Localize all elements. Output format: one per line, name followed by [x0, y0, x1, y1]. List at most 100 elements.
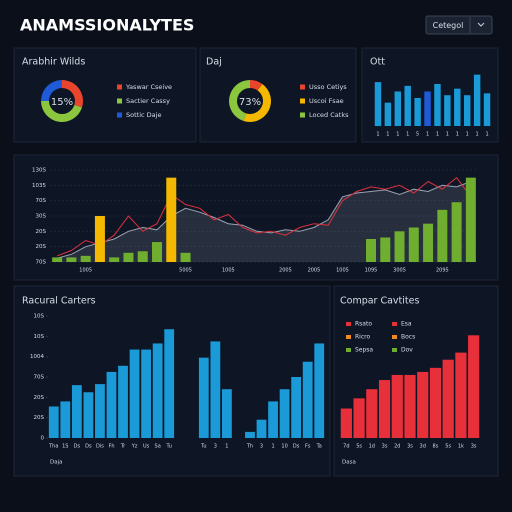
x-tick-label: 5: [416, 132, 419, 138]
x-tick-label: 1: [271, 444, 274, 450]
x-axis-label: Daja: [50, 460, 63, 466]
x-tick-label: 3005: [393, 268, 406, 274]
x-tick-label: 1: [485, 132, 488, 138]
y-tick-label: 1004: [30, 354, 44, 360]
bar: [291, 377, 302, 438]
bar: [414, 98, 421, 126]
bar: [434, 84, 441, 126]
x-tick-label: 1: [406, 132, 409, 138]
x-tick-label: 1005: [336, 268, 349, 274]
bar: [71, 385, 82, 438]
x-tick-label: 3s: [407, 444, 413, 450]
legend-swatch: [392, 335, 397, 339]
x-tick-label: Dis: [96, 444, 104, 450]
legend-label: Yaswar Cseive: [125, 83, 172, 91]
legend-swatch: [300, 112, 305, 118]
x-tick-label: 1005: [79, 268, 92, 274]
bar: [279, 389, 290, 438]
y-tick-label: 20S: [36, 229, 47, 235]
legend-swatch: [346, 335, 351, 339]
x-tick-label: Yz: [131, 444, 138, 450]
bar: [429, 367, 442, 438]
x-tick-label: 1095: [365, 268, 378, 274]
donut-segment: [41, 101, 82, 122]
legend-swatch: [117, 84, 122, 90]
legend-label: Esa: [401, 321, 412, 328]
bar: [463, 95, 471, 126]
bar: [52, 257, 63, 262]
x-tick-label: Fh: [108, 444, 114, 450]
y-tick-label: 20S: [36, 244, 47, 250]
panel: [199, 47, 357, 143]
legend-label: Rsato: [355, 321, 372, 328]
legend-swatch: [117, 98, 122, 104]
x-tick-label: 2005: [279, 268, 292, 274]
x-tick-label: 1005: [222, 268, 235, 274]
x-tick-label: 3: [214, 444, 217, 450]
legend-swatch: [346, 322, 351, 326]
bar: [48, 406, 59, 438]
legend-label: Uscoi Fsae: [309, 97, 344, 105]
x-tick-label: 1: [476, 132, 479, 138]
donut-segment: [243, 84, 271, 122]
bar: [221, 389, 232, 438]
chevron-icon[interactable]: [477, 22, 485, 27]
bar: [198, 357, 209, 438]
bar: [166, 177, 177, 262]
x-tick-label: Tr: [120, 444, 126, 450]
legend-swatch: [392, 322, 397, 326]
x-tick-label: 1: [426, 132, 429, 138]
x-tick-label: 7d: [343, 444, 349, 450]
x-tick-label: 2d: [394, 444, 400, 450]
bar: [384, 102, 392, 126]
donut-segment: [250, 80, 263, 91]
bar: [391, 374, 403, 438]
donut-center-label: 73%: [239, 97, 261, 108]
y-tick-label: 70S: [34, 375, 45, 381]
bar: [245, 431, 255, 438]
x-tick-label: Fs: [305, 444, 311, 450]
legend-label: Sepsa: [355, 347, 373, 354]
bar: [465, 177, 476, 262]
x-tick-label: Ta: [316, 444, 322, 450]
y-tick-label: 20S: [34, 395, 45, 401]
bar: [394, 231, 405, 262]
panel-title: Arabhir Wilds: [22, 57, 85, 68]
y-tick-label: 10S: [34, 334, 45, 340]
donut-segment: [229, 80, 250, 121]
x-tick-label: 3s: [471, 444, 477, 450]
bar: [408, 227, 419, 262]
bar: [60, 401, 71, 438]
x-tick-label: 1: [436, 132, 439, 138]
x-tick-label: Tu: [200, 444, 206, 450]
button-box[interactable]: [425, 15, 493, 35]
x-tick-label: 5s: [445, 444, 451, 450]
y-tick-label: 0: [41, 436, 45, 442]
donut-segment: [41, 80, 62, 101]
bar: [483, 93, 491, 126]
x-tick-label: 8s: [433, 444, 439, 450]
bar: [378, 380, 391, 438]
y-tick-label: 10S: [34, 314, 45, 320]
bar: [455, 352, 467, 438]
y-tick-label: 1035: [32, 183, 46, 189]
bar: [340, 408, 352, 438]
bar: [302, 361, 313, 438]
bar: [141, 349, 152, 438]
bar: [314, 343, 325, 438]
button-label[interactable]: Cetegol: [433, 21, 464, 30]
bar: [437, 209, 448, 262]
legend-swatch: [392, 348, 397, 352]
legend-swatch: [117, 112, 122, 118]
bar: [417, 371, 429, 438]
bar: [268, 401, 278, 438]
donut-center-label: 15%: [51, 97, 73, 108]
bar: [210, 341, 221, 438]
x-tick-label: 3s: [382, 444, 388, 450]
legend-swatch: [300, 98, 305, 104]
bar: [94, 216, 105, 262]
x-tick-label: 1: [396, 132, 399, 138]
bar: [95, 384, 105, 438]
category-button[interactable]: Cetegol: [425, 15, 493, 35]
x-tick-label: 1: [376, 132, 379, 138]
